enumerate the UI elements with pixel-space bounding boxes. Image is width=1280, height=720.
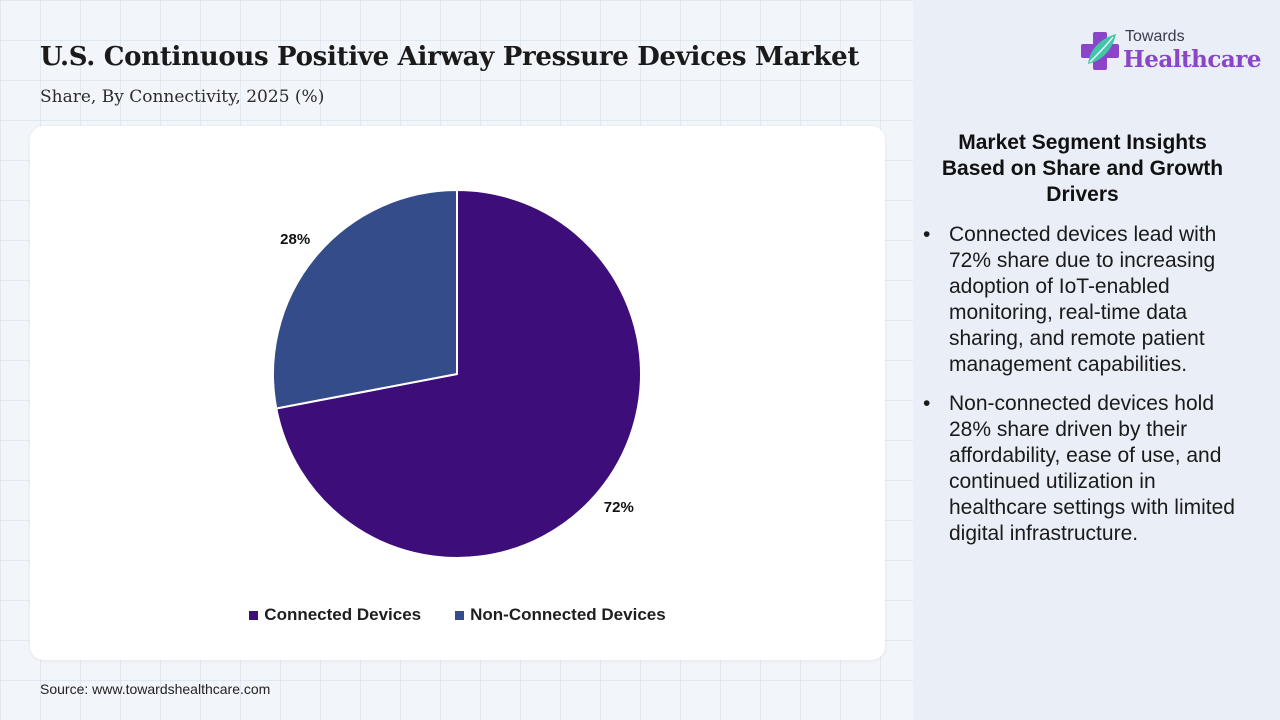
pie-slice-non-connected-devices (272, 188, 458, 410)
insights-title: Market Segment Insights Based on Share a… (941, 131, 1224, 206)
bullet-marker: • (923, 392, 931, 415)
legend-item-connected-devices: Connected Devices (249, 605, 421, 625)
bullet-marker: • (923, 223, 931, 246)
pie-slice-connected-devices (275, 188, 642, 559)
legend-swatch-non-connected-devices (455, 610, 465, 620)
insight-bullet-text: Connected devices lead with 72% share du… (949, 223, 1217, 376)
towards-healthcare-logo: Towards Healthcare (1080, 26, 1262, 78)
chart-title: U.S. Continuous Positive Airway Pressure… (40, 42, 860, 72)
data-label-non-connected-devices: 28% (280, 231, 310, 248)
legend-label-connected-devices: Connected Devices (264, 605, 422, 624)
logo-text-healthcare: Healthcare (1123, 46, 1262, 73)
data-label-connected-devices: 72% (604, 499, 634, 516)
chart-subtitle: Share, By Connectivity, 2025 (%) (40, 87, 325, 107)
insight-bullet-text: Non-connected devices hold 28% share dri… (949, 392, 1235, 545)
pie-chart: 72% 28% (272, 188, 642, 559)
legend-label-non-connected-devices: Non-Connected Devices (470, 605, 666, 624)
source-note: Source: www.towardshealthcare.com (40, 681, 271, 697)
logo-text-towards: Towards (1125, 28, 1185, 45)
chart-card: 72% 28% Connected Devices Non-Connected D… (30, 126, 885, 660)
insight-bullet: • Connected devices lead with 72% share … (921, 222, 1241, 378)
legend-item-non-connected-devices: Non-Connected Devices (455, 605, 666, 625)
insight-bullet: • Non-connected devices hold 28% share d… (921, 391, 1241, 547)
medical-cross-leaf-icon (1081, 32, 1119, 70)
chart-legend: Connected Devices Non-Connected Devices (30, 605, 885, 625)
insights-list: • Connected devices lead with 72% share … (921, 222, 1241, 560)
legend-swatch-connected-devices (249, 610, 259, 620)
insights-panel (913, 0, 1280, 720)
